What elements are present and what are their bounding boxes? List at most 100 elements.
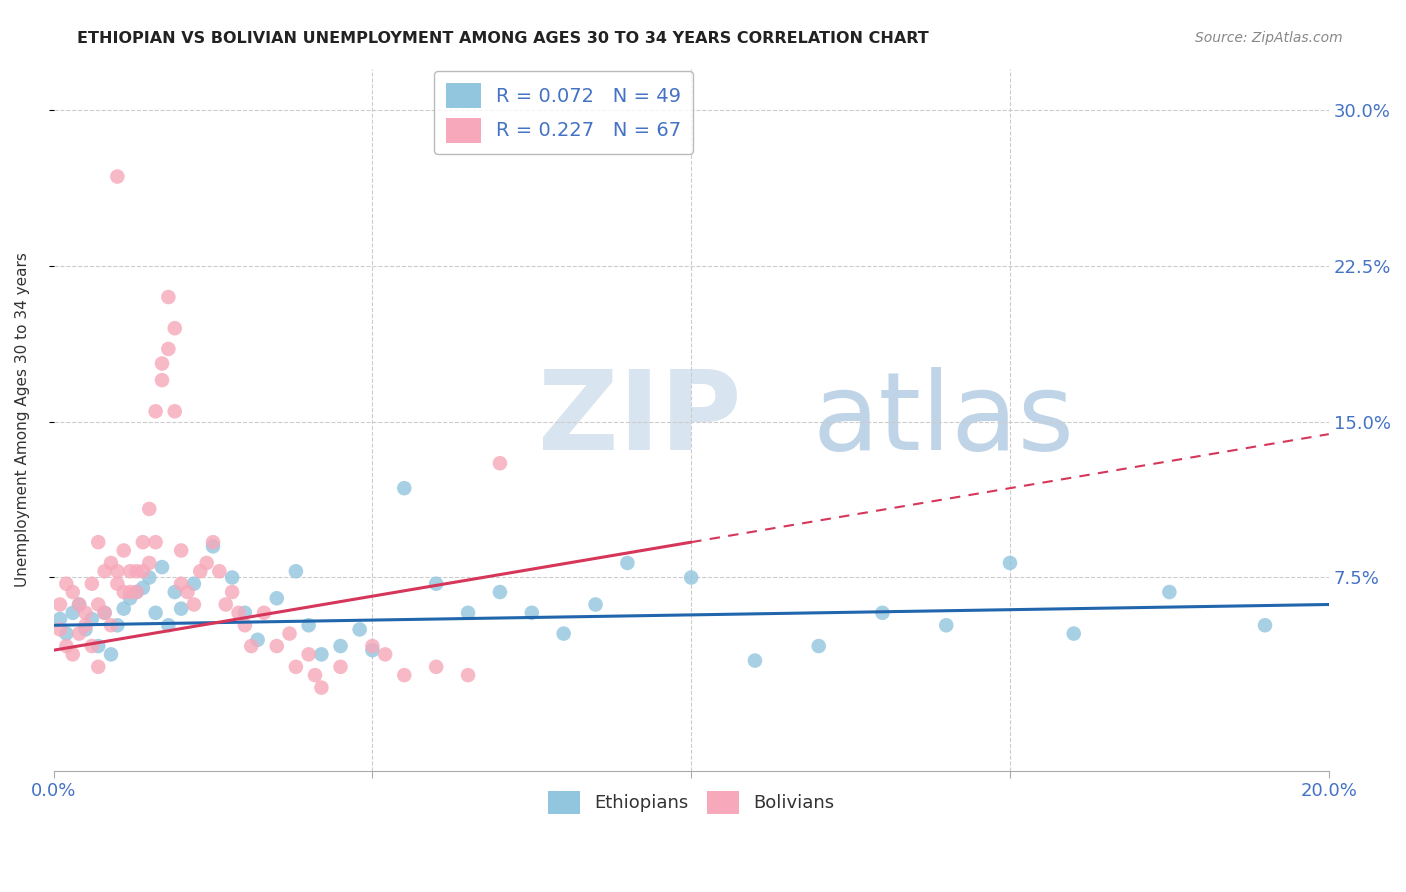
Point — [132, 564, 155, 578]
Point — [105, 576, 128, 591]
Point — [233, 606, 256, 620]
Point — [1159, 585, 1181, 599]
Point — [67, 598, 90, 612]
Point — [246, 632, 269, 647]
Y-axis label: Unemployment Among Ages 30 to 34 years: Unemployment Among Ages 30 to 34 years — [15, 252, 30, 587]
Point — [394, 481, 416, 495]
Point — [183, 576, 205, 591]
Point — [170, 576, 193, 591]
Point — [150, 560, 173, 574]
Point — [62, 585, 84, 599]
Point — [157, 290, 180, 304]
Point — [374, 648, 396, 662]
Point — [489, 456, 512, 470]
Point — [163, 404, 186, 418]
Point — [183, 598, 205, 612]
Point — [201, 535, 224, 549]
Point — [329, 660, 352, 674]
Point — [170, 601, 193, 615]
Point — [120, 585, 142, 599]
Point — [304, 668, 326, 682]
Point — [157, 342, 180, 356]
Point — [489, 585, 512, 599]
Point — [457, 606, 479, 620]
Point — [80, 639, 103, 653]
Point — [150, 357, 173, 371]
Point — [49, 623, 72, 637]
Point — [49, 612, 72, 626]
Point — [681, 570, 703, 584]
Point — [553, 626, 575, 640]
Point — [138, 556, 160, 570]
Point — [67, 626, 90, 640]
Text: ZIP: ZIP — [538, 366, 741, 473]
Point — [872, 606, 894, 620]
Point — [150, 373, 173, 387]
Point — [298, 648, 321, 662]
Point — [585, 598, 607, 612]
Point — [298, 618, 321, 632]
Point — [208, 564, 231, 578]
Point — [87, 535, 110, 549]
Point — [75, 623, 97, 637]
Point — [87, 660, 110, 674]
Point — [125, 585, 148, 599]
Point — [49, 598, 72, 612]
Point — [329, 639, 352, 653]
Point — [215, 598, 238, 612]
Point — [284, 564, 307, 578]
Point — [170, 543, 193, 558]
Point — [201, 539, 224, 553]
Point — [55, 576, 77, 591]
Point — [163, 321, 186, 335]
Point — [311, 681, 333, 695]
Point — [125, 564, 148, 578]
Point — [100, 648, 122, 662]
Point — [1063, 626, 1085, 640]
Point — [55, 626, 77, 640]
Point — [132, 535, 155, 549]
Point — [744, 654, 766, 668]
Point — [87, 598, 110, 612]
Point — [93, 564, 115, 578]
Point — [807, 639, 830, 653]
Point — [93, 606, 115, 620]
Point — [62, 606, 84, 620]
Point — [100, 618, 122, 632]
Point — [425, 576, 447, 591]
Point — [233, 618, 256, 632]
Point — [112, 601, 135, 615]
Point — [112, 543, 135, 558]
Point — [112, 585, 135, 599]
Point — [138, 570, 160, 584]
Point — [228, 606, 250, 620]
Legend: Ethiopians, Bolivians: Ethiopians, Bolivians — [537, 780, 845, 825]
Point — [100, 556, 122, 570]
Point — [132, 581, 155, 595]
Point — [87, 639, 110, 653]
Point — [616, 556, 638, 570]
Point — [145, 535, 167, 549]
Point — [80, 612, 103, 626]
Point — [55, 639, 77, 653]
Point — [998, 556, 1021, 570]
Point — [80, 576, 103, 591]
Point — [935, 618, 957, 632]
Point — [394, 668, 416, 682]
Text: ETHIOPIAN VS BOLIVIAN UNEMPLOYMENT AMONG AGES 30 TO 34 YEARS CORRELATION CHART: ETHIOPIAN VS BOLIVIAN UNEMPLOYMENT AMONG… — [77, 31, 929, 46]
Point — [284, 660, 307, 674]
Point — [176, 585, 198, 599]
Point — [138, 502, 160, 516]
Point — [349, 623, 371, 637]
Point — [105, 169, 128, 184]
Point — [145, 404, 167, 418]
Point — [221, 585, 243, 599]
Point — [457, 668, 479, 682]
Point — [266, 591, 288, 606]
Point — [75, 618, 97, 632]
Text: Source: ZipAtlas.com: Source: ZipAtlas.com — [1195, 31, 1343, 45]
Point — [105, 618, 128, 632]
Point — [125, 585, 148, 599]
Point — [221, 570, 243, 584]
Point — [425, 660, 447, 674]
